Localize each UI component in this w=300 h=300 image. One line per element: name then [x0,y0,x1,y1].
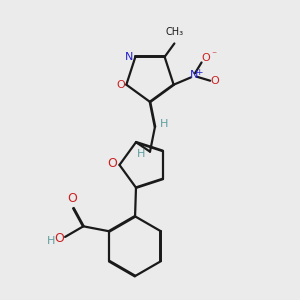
Text: O: O [211,76,220,86]
Text: N: N [189,70,198,80]
Text: H: H [47,236,55,246]
Text: O: O [54,232,64,245]
Text: O: O [202,53,210,63]
Text: CH₃: CH₃ [165,28,183,38]
Text: ⁻: ⁻ [211,50,216,60]
Text: H: H [136,149,145,159]
Text: O: O [116,80,125,90]
Text: N: N [125,52,134,62]
Text: +: + [196,68,203,76]
Text: O: O [67,192,77,205]
Text: O: O [107,157,117,170]
Text: H: H [160,119,169,129]
